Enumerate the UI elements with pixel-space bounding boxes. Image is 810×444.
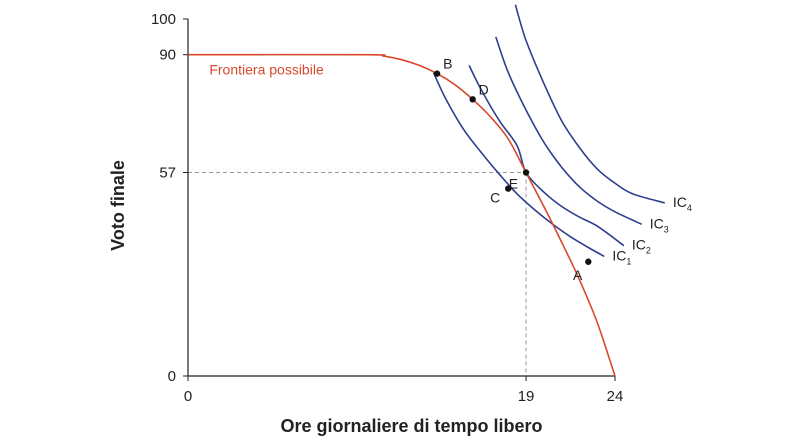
point-label-C: C <box>490 190 500 206</box>
indifference-curve-2 <box>468 65 625 247</box>
y-axis-title: Voto finale <box>108 160 128 251</box>
ic-label-3: IC3 <box>650 215 669 234</box>
point-label-E: E <box>509 176 518 192</box>
ic-label-2: IC2 <box>632 237 651 256</box>
x-tick-label: 19 <box>518 388 535 405</box>
point-C <box>505 185 512 192</box>
y-tick-label: 90 <box>159 47 176 64</box>
point-label-A: A <box>573 267 583 283</box>
frontier-line <box>187 53 616 377</box>
y-tick-label: 100 <box>151 11 176 28</box>
axes <box>187 19 615 377</box>
ic-label-1: IC1 <box>612 247 631 266</box>
tick-labels: 0 57 90 100 0 19 24 <box>151 11 623 405</box>
point-D <box>469 96 476 103</box>
feasible-frontier: Frontiera possibile <box>187 53 616 377</box>
point-A <box>585 258 592 265</box>
indifference-curve-3 <box>495 36 643 226</box>
points: B D EC A <box>433 56 592 283</box>
x-tick-label: 0 <box>184 388 192 405</box>
point-B <box>433 70 441 77</box>
x-tick-label: 24 <box>607 388 624 405</box>
point-label-D: D <box>479 81 489 97</box>
x-axis-title: Ore giornaliere di tempo libero <box>280 416 542 436</box>
y-tick-label: 57 <box>159 165 176 182</box>
y-tick-label: 0 <box>168 368 176 385</box>
guide-lines <box>188 172 527 376</box>
indifference-curve-4 <box>514 4 666 204</box>
indifference-curve-1 <box>432 72 605 258</box>
ic-label-4: IC4 <box>673 194 692 213</box>
point-E <box>522 169 530 176</box>
point-label-B: B <box>443 56 452 72</box>
frontier-label: Frontiera possibile <box>209 61 324 77</box>
